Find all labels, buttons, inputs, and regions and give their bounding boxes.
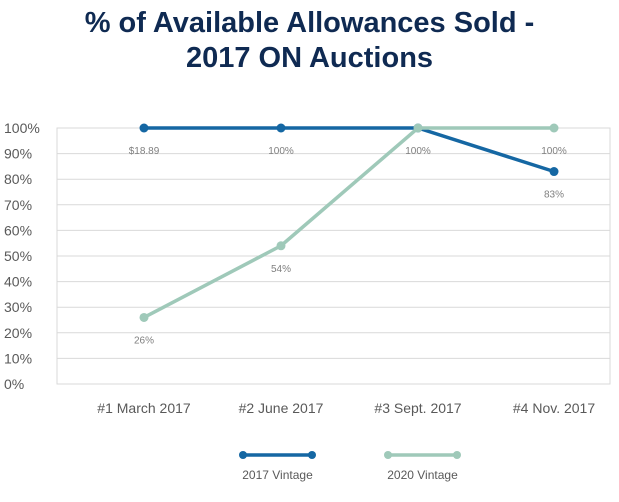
y-tick-label: 80% xyxy=(4,171,32,187)
y-tick-label: 40% xyxy=(4,274,32,290)
data-label: $18.89 xyxy=(129,146,160,157)
y-tick-label: 20% xyxy=(4,325,32,341)
chart-title: % of Available Allowances Sold - 2017 ON… xyxy=(0,6,619,76)
x-tick-label: #3 Sept. 2017 xyxy=(374,400,461,416)
chart-title-line-2: 2017 ON Auctions xyxy=(185,42,434,74)
data-label: 100% xyxy=(268,146,294,157)
data-point xyxy=(413,123,423,133)
data-point xyxy=(549,167,559,177)
x-tick-label: #2 June 2017 xyxy=(239,400,324,416)
legend-marker xyxy=(384,451,392,459)
data-point xyxy=(139,312,149,322)
data-point xyxy=(549,123,559,133)
legend-marker xyxy=(308,451,316,459)
y-tick-label: 0% xyxy=(4,376,24,392)
x-tick-label: #1 March 2017 xyxy=(97,400,191,416)
y-tick-label: 90% xyxy=(4,146,32,162)
y-tick-label: 60% xyxy=(4,222,32,238)
y-tick-label: 50% xyxy=(4,248,32,264)
data-point xyxy=(139,123,149,133)
legend-marker xyxy=(453,451,461,459)
data-label: 26% xyxy=(134,335,154,346)
y-tick-label: 100% xyxy=(4,120,40,136)
data-label: 100% xyxy=(405,146,431,157)
y-tick-label: 30% xyxy=(4,299,32,315)
y-tick-label: 10% xyxy=(4,350,32,366)
y-tick-label: 70% xyxy=(4,197,32,213)
legend-label: 2017 Vintage xyxy=(242,468,313,482)
series-line-2017-vintage xyxy=(144,126,555,174)
chart-title-line-1: % of Available Allowances Sold - xyxy=(84,7,535,39)
data-point xyxy=(276,123,286,133)
x-tick-label: #4 Nov. 2017 xyxy=(513,400,595,416)
series-line-2020-vintage xyxy=(143,126,554,319)
legend-label: 2020 Vintage xyxy=(387,468,458,482)
data-point xyxy=(276,241,286,251)
data-label: 54% xyxy=(271,264,291,275)
data-label: 100% xyxy=(541,146,567,157)
data-label: 83% xyxy=(544,190,564,201)
legend-marker xyxy=(239,451,247,459)
